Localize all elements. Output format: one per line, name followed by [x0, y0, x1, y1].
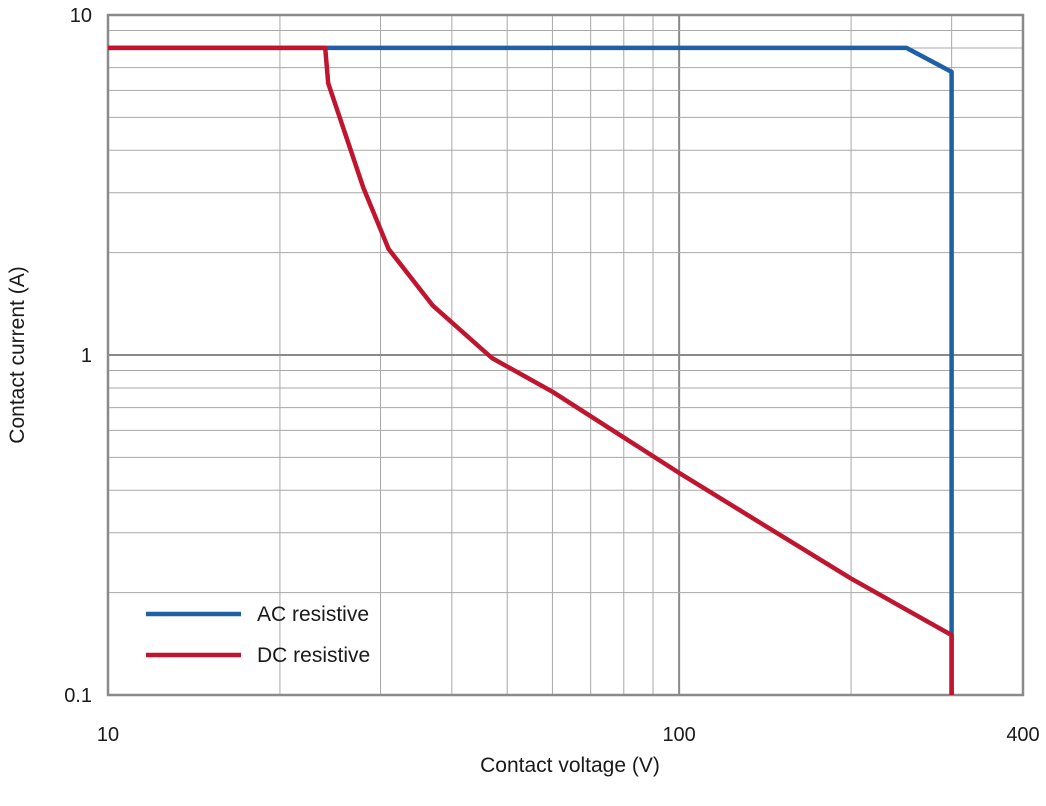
x-tick-label: 100 [662, 724, 695, 746]
y-tick-label: 1 [81, 345, 92, 367]
y-tick-label: 0.1 [64, 685, 92, 707]
legend-label-ac: AC resistive [257, 603, 369, 626]
x-tick-label: 10 [97, 724, 119, 746]
tick-labels: 10 100 400 0.1 1 10 [64, 5, 1040, 746]
x-tick-label: 400 [1006, 724, 1039, 746]
legend-label-dc: DC resistive [257, 644, 370, 667]
y-axis-title: Contact current (A) [6, 266, 29, 443]
grid [108, 15, 1023, 695]
series-line-ac-resistive [108, 45, 954, 695]
x-axis-title: Contact voltage (V) [480, 754, 660, 777]
series-layer [108, 45, 954, 695]
legend: AC resistive DC resistive [146, 603, 370, 667]
plot-frame [106, 13, 1025, 697]
series-line-dc-resistive [108, 45, 954, 695]
y-tick-label: 10 [70, 5, 92, 27]
